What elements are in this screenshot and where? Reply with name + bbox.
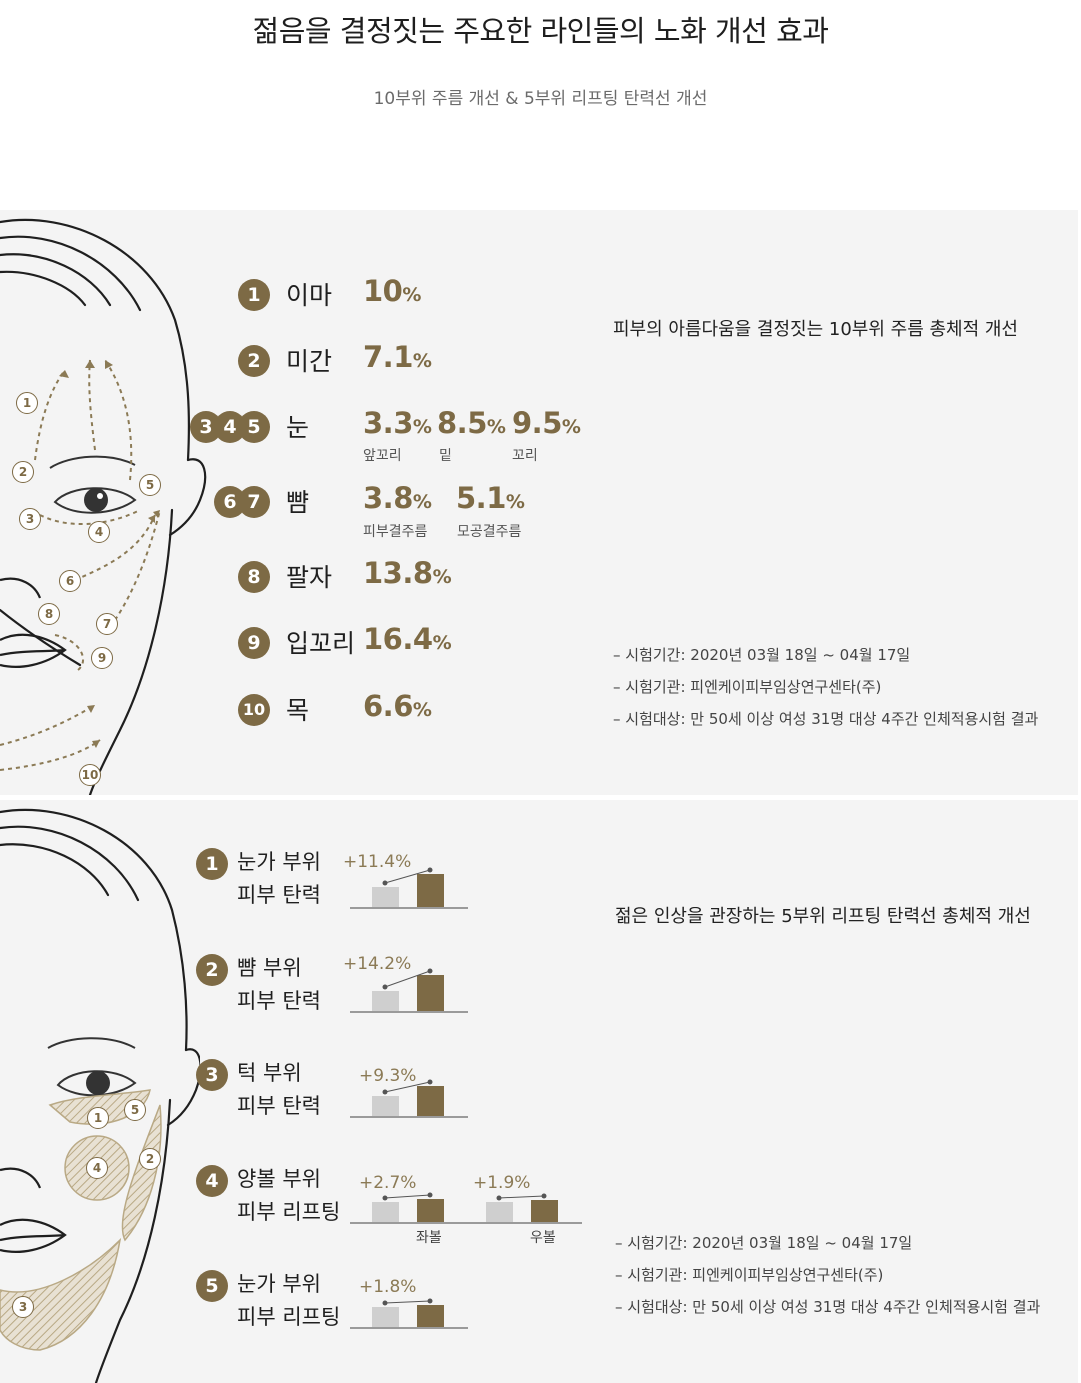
trend-line: [382, 968, 433, 990]
row-value: 16.4%: [363, 622, 452, 656]
bar-baseline: [350, 1222, 582, 1224]
test-period-note: – 시험기간: 2020년 03월 18일 ~ 04월 17일: [613, 646, 911, 664]
row-value: 6.6%: [363, 689, 432, 723]
item-label: 뺨 부위 피부 탄력: [237, 956, 321, 1013]
test-institute-note: – 시험기관: 피엔케이피부임상연구센타(주): [615, 1266, 884, 1284]
face-marker: 2: [12, 461, 34, 483]
item-label: 눈가 부위 피부 탄력: [237, 850, 321, 907]
face-marker: 8: [38, 603, 60, 625]
bar-after: [417, 874, 444, 907]
row-label: 팔자: [286, 563, 333, 592]
trend-line: [382, 1079, 433, 1095]
face-marker: 4: [86, 1157, 108, 1179]
value-caption: 밑: [439, 448, 452, 464]
row-value: 3.8%: [363, 481, 432, 515]
wrinkle-panel: 1 2 3 4 5 6 7 8 9 10 1 이마 10% 2 미간 7.1% …: [0, 210, 1078, 795]
pct-label: +11.4%: [343, 852, 412, 872]
value-caption: 앞꼬리: [363, 448, 402, 464]
row-label: 뺨: [286, 488, 310, 517]
row-label: 입꼬리: [286, 629, 356, 658]
row-badge: 7: [238, 486, 270, 518]
face-marker: 1: [87, 1107, 109, 1129]
lifting-description: 젊은 인상을 관장하는 5부위 리프팅 탄력선 총체적 개선: [615, 906, 1031, 927]
row-value: 13.8%: [363, 556, 452, 590]
bar-baseline: [350, 1327, 468, 1329]
row-value: 9.5%: [512, 406, 581, 440]
trend-line: [382, 1298, 433, 1306]
face-marker: 10: [79, 764, 101, 786]
bar-after: [417, 1305, 444, 1327]
item-badge: 2: [196, 954, 228, 986]
bar-after: [417, 1199, 444, 1222]
wrinkle-description: 피부의 아름다움을 결정짓는 10부위 주름 총체적 개선: [613, 319, 1018, 340]
bar-before: [372, 1307, 399, 1327]
item-label: 턱 부위 피부 탄력: [237, 1061, 321, 1118]
bar-before: [486, 1202, 513, 1222]
test-period-note: – 시험기간: 2020년 03월 18일 ~ 04월 17일: [615, 1234, 913, 1252]
face-marker: 1: [16, 392, 38, 414]
pct-label: +1.8%: [359, 1277, 417, 1297]
row-label: 이마: [286, 281, 333, 310]
row-badge: 5: [238, 411, 270, 443]
test-subject-note: – 시험대상: 만 50세 이상 여성 31명 대상 4주간 인체적용시험 결과: [613, 710, 1039, 728]
row-label: 목: [286, 696, 310, 725]
value-caption: 꼬리: [512, 448, 538, 464]
face-marker: 9: [91, 647, 113, 669]
face-marker: 4: [88, 521, 110, 543]
row-badge: 2: [238, 345, 270, 377]
row-label: 눈: [286, 413, 310, 442]
item-label: 양볼 부위 피부 리프팅: [237, 1167, 341, 1224]
bar-after: [417, 975, 444, 1011]
row-value: 10%: [363, 274, 421, 308]
test-subject-note: – 시험대상: 만 50세 이상 여성 31명 대상 4주간 인체적용시험 결과: [615, 1298, 1041, 1316]
pct-label: +1.9%: [473, 1173, 531, 1193]
trend-line: [496, 1193, 547, 1201]
item-badge: 4: [196, 1165, 228, 1197]
pct-label: +9.3%: [359, 1066, 417, 1086]
face-marker: 5: [139, 474, 161, 496]
face-illustration: [0, 218, 207, 795]
row-value: 3.3%: [363, 406, 432, 440]
bar-baseline: [350, 1116, 468, 1118]
face-marker: 3: [12, 1296, 34, 1318]
row-label: 미간: [286, 347, 333, 376]
trend-line: [382, 1192, 433, 1201]
item-badge: 1: [196, 848, 228, 880]
page-subtitle: 10부위 주름 개선 & 5부위 리프팅 탄력선 개선: [373, 89, 708, 109]
bar-baseline: [350, 907, 468, 909]
bar-after: [417, 1086, 444, 1116]
bar-after: [531, 1200, 558, 1222]
item-badge: 3: [196, 1059, 228, 1091]
row-badge: 1: [238, 279, 270, 311]
bar-before: [372, 887, 399, 907]
item-badge: 5: [196, 1270, 228, 1302]
bar-before: [372, 1202, 399, 1222]
item-label: 눈가 부위 피부 리프팅: [237, 1272, 341, 1329]
bar-before: [372, 1096, 399, 1116]
test-institute-note: – 시험기관: 피엔케이피부임상연구센타(주): [613, 678, 882, 696]
row-badge: 9: [238, 627, 270, 659]
row-value: 8.5%: [437, 406, 506, 440]
row-value: 5.1%: [456, 481, 525, 515]
face-marker: 5: [124, 1099, 146, 1121]
row-badge: 8: [238, 561, 270, 593]
value-caption: 모공결주름: [457, 524, 522, 540]
face-illustration: [0, 808, 200, 1383]
face-marker: 2: [139, 1148, 161, 1170]
lifting-panel: 1 2 3 4 5 1 눈가 부위 피부 탄력 +11.4% 2 뺨 부위 피부 탄…: [0, 800, 1078, 1383]
bar-caption: 좌볼: [416, 1230, 442, 1246]
pct-label: +14.2%: [343, 954, 412, 974]
face-marker: 7: [96, 613, 118, 635]
page-title: 젊음을 결정짓는 주요한 라인들의 노화 개선 효과: [252, 14, 829, 48]
value-caption: 피부결주름: [363, 524, 428, 540]
bar-baseline: [350, 1011, 468, 1013]
row-badge: 10: [238, 694, 270, 726]
face-marker: 6: [59, 570, 81, 592]
bar-before: [372, 991, 399, 1011]
row-value: 7.1%: [363, 340, 432, 374]
face-marker: 3: [19, 508, 41, 530]
pct-label: +2.7%: [359, 1173, 417, 1193]
trend-line: [382, 867, 433, 886]
bar-caption: 우볼: [530, 1230, 556, 1246]
